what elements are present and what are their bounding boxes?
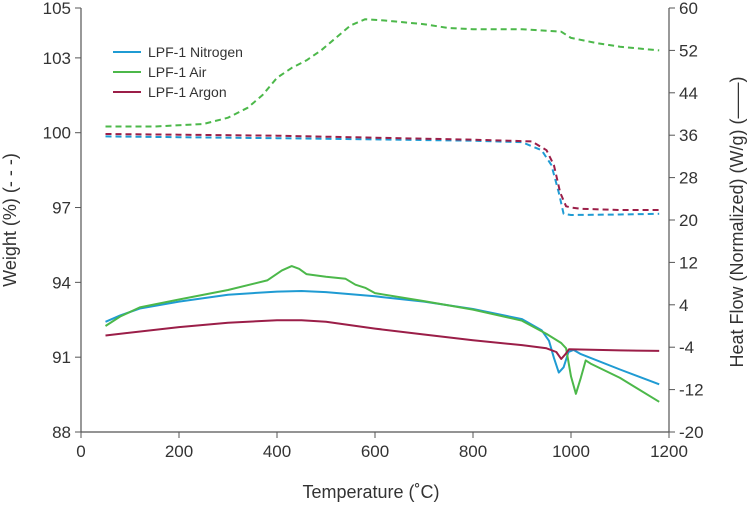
x-axis-ticks: 0 200 400 600 800 1000 1200 xyxy=(76,432,688,461)
heat-flow-line-nitrogen xyxy=(105,290,660,386)
y-left-tick-label: 103 xyxy=(43,49,71,68)
y-right-tick-label: 28 xyxy=(679,169,698,188)
series-layer xyxy=(104,18,660,403)
x-tick-label: 400 xyxy=(263,442,291,461)
y-right-tick-label: 44 xyxy=(679,84,698,103)
y-left-tick-label: 97 xyxy=(52,199,71,218)
weight-line-air xyxy=(105,18,660,128)
y-left-axis-ticks: 88 91 94 97 100 103 105 xyxy=(43,0,81,442)
x-tick-label: 600 xyxy=(361,442,389,461)
y-right-tick-label: -12 xyxy=(679,381,704,400)
y-right-axis-ticks: -20 -12 -4 4 12 20 28 36 44 52 60 xyxy=(669,0,704,442)
y-right-tick-label: 20 xyxy=(679,211,698,230)
y-right-tick-label: -4 xyxy=(679,338,694,357)
y-right-tick-label: 60 xyxy=(679,0,698,18)
heat-flow-line-argon xyxy=(105,319,660,360)
weight-line-nitrogen xyxy=(105,135,660,216)
x-tick-label: 200 xyxy=(165,442,193,461)
legend-label-argon: LPF-1 Argon xyxy=(148,84,227,100)
x-tick-label: 1200 xyxy=(650,442,688,461)
heat-flow-line-air xyxy=(104,265,660,403)
x-axis-title: Temperature (˚C) xyxy=(302,482,439,502)
y-right-tick-label: 12 xyxy=(679,253,698,272)
legend: LPF-1 Nitrogen LPF-1 Air LPF-1 Argon xyxy=(113,44,243,100)
y-left-tick-label: 105 xyxy=(43,0,71,18)
y-right-axis-title: Heat Flow (Normalized) (W/g) (——) xyxy=(727,76,747,367)
y-left-tick-label: 94 xyxy=(52,273,71,292)
legend-label-nitrogen: LPF-1 Nitrogen xyxy=(148,44,243,60)
y-right-tick-label: -20 xyxy=(679,423,704,442)
y-left-tick-label: 100 xyxy=(43,124,71,143)
weight-line-argon xyxy=(105,133,660,211)
y-left-axis-title: Weight (%) (- - -) xyxy=(0,153,20,287)
y-right-tick-label: 36 xyxy=(679,126,698,145)
x-tick-label: 800 xyxy=(459,442,487,461)
y-right-tick-label: 4 xyxy=(679,296,688,315)
y-left-tick-label: 88 xyxy=(52,423,71,442)
y-left-tick-label: 91 xyxy=(52,348,71,367)
legend-label-air: LPF-1 Air xyxy=(148,64,207,80)
x-tick-label: 1000 xyxy=(552,442,590,461)
x-tick-label: 0 xyxy=(76,442,85,461)
y-right-tick-label: 52 xyxy=(679,41,698,60)
